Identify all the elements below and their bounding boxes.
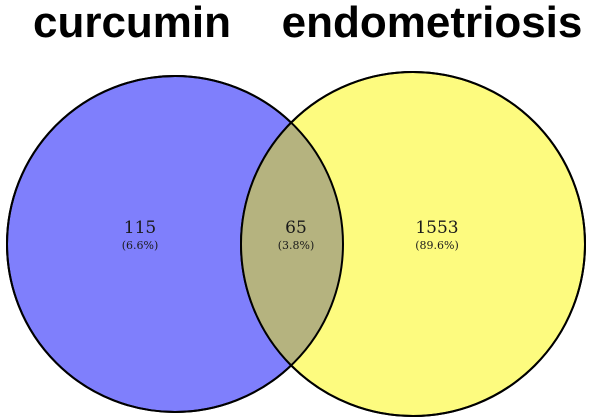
set-title-curcumin: curcumin: [33, 0, 231, 47]
curcumin-outline: [6, 75, 344, 413]
intersection-percent: (3.8%): [278, 239, 315, 252]
endometriosis-only-count: 1553: [415, 218, 458, 238]
endometriosis-only-percent: (89.6%): [415, 239, 459, 252]
intersection-count: 65: [285, 218, 307, 238]
curcumin-only-count: 115: [124, 218, 156, 238]
endometriosis-outline: [240, 71, 586, 417]
set-title-endometriosis: endometriosis: [282, 0, 583, 47]
curcumin-only-percent: (6.6%): [122, 239, 159, 252]
